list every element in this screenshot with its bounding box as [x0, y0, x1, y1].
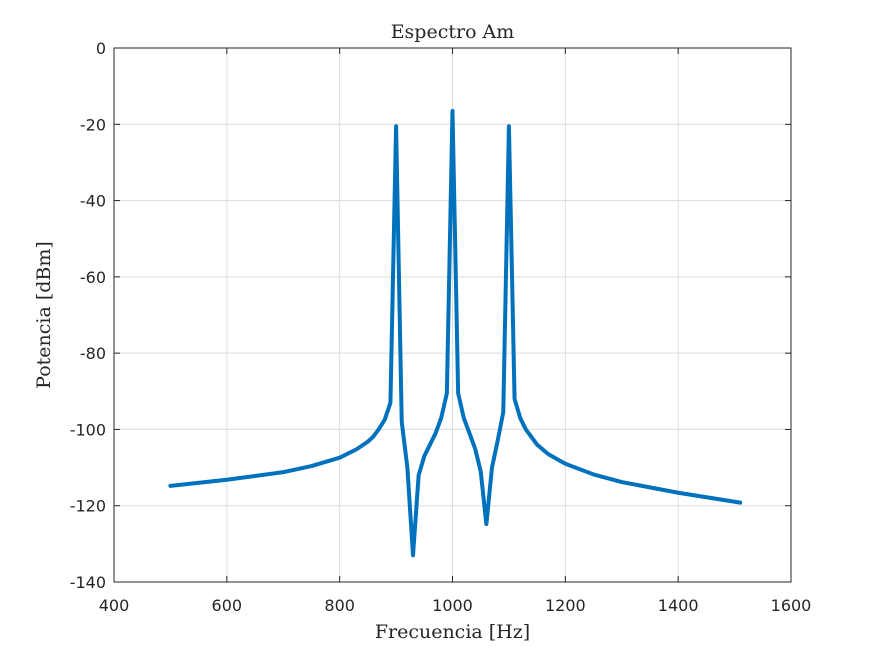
x-tick-label: 1600 — [771, 596, 812, 615]
spectrum-line — [168, 108, 743, 558]
ticks: 400 600 800 1000 1200 1400 1600 0 -20 -40 -60 -80 -1… — [70, 39, 812, 615]
x-tick-label: 600 — [212, 596, 243, 615]
x-axis-label: Frecuencia [Hz] — [375, 621, 530, 643]
series-layer — [168, 108, 743, 558]
y-tick-label: -140 — [70, 573, 106, 592]
x-tick-label: 1000 — [432, 596, 473, 615]
y-tick-label: -120 — [70, 497, 106, 516]
x-tick-label: 400 — [99, 596, 130, 615]
y-axis-label: Potencia [dBm] — [33, 241, 55, 389]
y-tick-label: -40 — [80, 192, 106, 211]
y-tick-label: 0 — [96, 39, 106, 58]
x-tick-label: 800 — [324, 596, 355, 615]
x-tick-label: 1400 — [658, 596, 699, 615]
y-tick-label: -80 — [80, 344, 106, 363]
y-tick-label: -60 — [80, 268, 106, 287]
y-tick-label: -100 — [70, 420, 106, 439]
y-tick-label: -20 — [80, 115, 106, 134]
chart-title: Espectro Am — [391, 21, 515, 43]
x-tick-label: 1200 — [545, 596, 586, 615]
